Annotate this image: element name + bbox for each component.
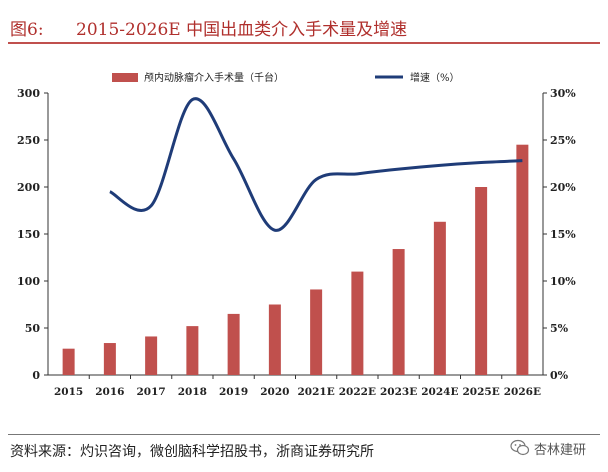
figure-title: 2015-2026E 中国出血类介入手术量及增速 xyxy=(76,20,408,40)
x-tick-label: 2025E xyxy=(463,386,500,398)
bar xyxy=(227,313,240,375)
bar xyxy=(103,343,116,375)
x-tick-label: 2015 xyxy=(54,386,83,398)
x-tick-label: 2024E xyxy=(421,386,458,398)
x-tick-label: 2022E xyxy=(339,386,376,398)
bar xyxy=(516,144,529,375)
legend-bar-label: 颅内动脉瘤介入手术量（千台） xyxy=(144,71,284,84)
y-right-tick-label: 15% xyxy=(550,228,576,241)
y-right-tick-label: 20% xyxy=(550,181,576,194)
figure-footer: 资料来源：灼识咨询，微创脑科学招股书，浙商证券研究所 杏林建研 xyxy=(8,434,600,460)
x-tick-label: 2020 xyxy=(260,386,289,398)
bar xyxy=(392,249,405,375)
watermark-text: 杏林建研 xyxy=(534,442,587,458)
bar xyxy=(351,271,364,375)
bar xyxy=(433,221,446,375)
y-right-tick-label: 25% xyxy=(550,134,576,147)
y-right-tick-label: 0% xyxy=(550,369,569,382)
y-left-tick-label: 250 xyxy=(17,134,40,147)
legend-bar-swatch xyxy=(112,73,138,82)
x-tick-label: 2018 xyxy=(178,386,207,398)
chart: 0 50 100 150 200 250 300 0% 5% 10% 15% 20% 25% 30% 201… xyxy=(17,71,576,398)
x-tick-label: 2016 xyxy=(95,386,124,398)
y-left-tick-label: 50 xyxy=(25,322,41,335)
x-tick-label: 2023E xyxy=(380,386,417,398)
legend-line-label: 增速（%） xyxy=(410,71,460,84)
growth-line xyxy=(109,97,523,232)
bar xyxy=(475,187,488,375)
y-right-tick-label: 10% xyxy=(550,275,576,288)
x-tick-label: 2019 xyxy=(219,386,248,398)
y-right-tick-label: 5% xyxy=(550,322,569,335)
y-left-tick-label: 150 xyxy=(17,228,40,241)
bar xyxy=(145,336,158,375)
bar xyxy=(310,289,323,375)
y-left-tick-label: 0 xyxy=(32,369,40,382)
y-left-tick-label: 200 xyxy=(17,181,40,194)
figure-header: 图6: 2015-2026E 中国出血类介入手术量及增速 xyxy=(8,6,600,44)
source-note: 资料来源：灼识咨询，微创脑科学招股书，浙商证券研究所 xyxy=(10,444,374,460)
figure-label: 图6: xyxy=(10,20,44,40)
watermark: 杏林建研 xyxy=(510,437,586,459)
x-tick-label: 2021E xyxy=(298,386,335,398)
bar xyxy=(62,348,75,375)
wechat-icon xyxy=(510,439,530,456)
bar xyxy=(268,304,281,375)
bar xyxy=(186,326,199,375)
x-tick-label: 2017 xyxy=(137,386,166,398)
y-left-tick-label: 300 xyxy=(17,87,40,100)
x-tick-label: 2026E xyxy=(504,386,541,398)
y-left-tick-label: 100 xyxy=(17,275,40,288)
y-right-tick-label: 30% xyxy=(550,87,576,100)
